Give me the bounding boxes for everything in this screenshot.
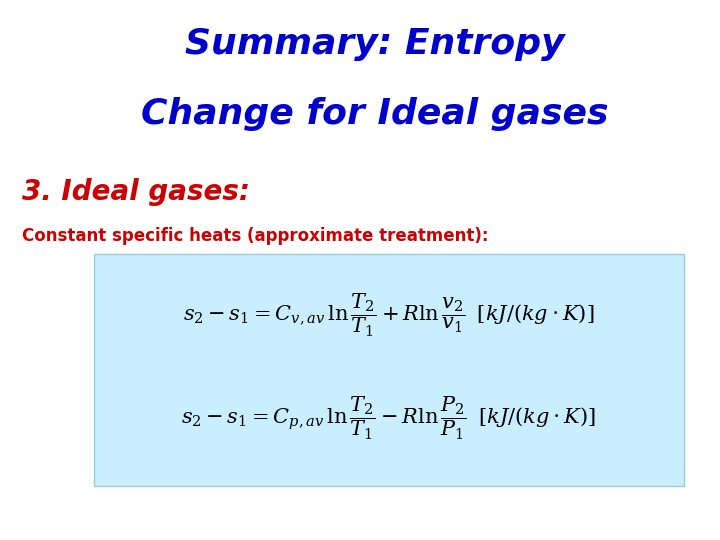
- FancyBboxPatch shape: [94, 254, 684, 486]
- Text: $s_2 - s_1 = C_{v,av} \, \ln \dfrac{T_2}{T_1} + R \ln \dfrac{v_2}{v_1} \;\; \lef: $s_2 - s_1 = C_{v,av} \, \ln \dfrac{T_2}…: [183, 292, 595, 340]
- Text: 3. Ideal gases:: 3. Ideal gases:: [22, 178, 250, 206]
- Text: $s_2 - s_1 = C_{p,av} \, \ln \dfrac{T_2}{T_1} - R \ln \dfrac{P_2}{P_1} \;\; \lef: $s_2 - s_1 = C_{p,av} \, \ln \dfrac{T_2}…: [181, 395, 596, 442]
- Text: Summary: Entropy: Summary: Entropy: [184, 27, 564, 61]
- Text: Constant specific heats (approximate treatment):: Constant specific heats (approximate tre…: [22, 227, 488, 245]
- Text: Change for Ideal gases: Change for Ideal gases: [140, 97, 608, 131]
